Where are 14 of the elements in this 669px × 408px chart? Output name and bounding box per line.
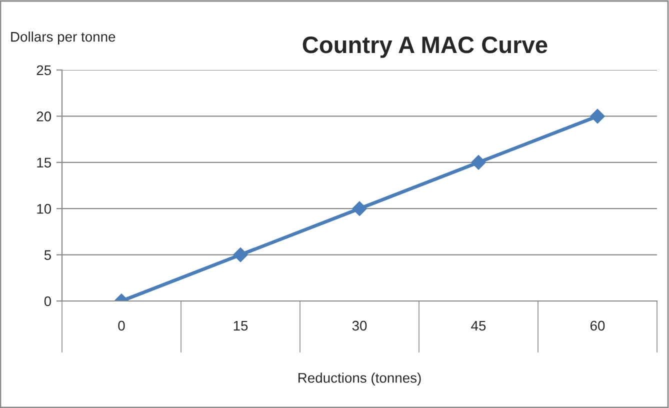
chart-title: Country A MAC Curve	[302, 36, 548, 58]
x-axis-title: Reductions (tonnes)	[298, 372, 421, 386]
x-tick-label: 45	[471, 320, 486, 331]
x-tick-label: 30	[352, 320, 367, 331]
y-tick-label: 5	[44, 250, 51, 260]
y-tick-label: 0	[44, 296, 52, 306]
y-tick-label: 20	[36, 112, 52, 122]
x-tick-label: 15	[234, 320, 248, 331]
y-tick-label: 10	[37, 204, 52, 214]
y-axis-title: Dollars per tonne	[11, 32, 116, 44]
x-tick-label: 0	[118, 320, 125, 331]
y-tick-label: 15	[37, 158, 52, 168]
x-tick-label: 60	[590, 320, 605, 331]
y-tick-label: 25	[36, 65, 52, 76]
